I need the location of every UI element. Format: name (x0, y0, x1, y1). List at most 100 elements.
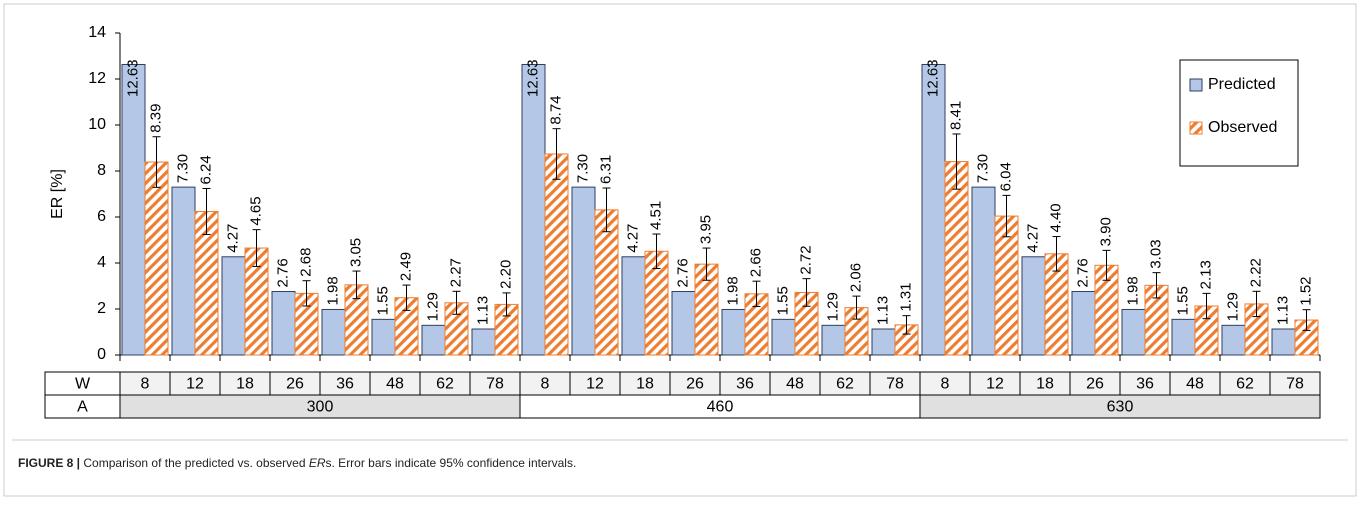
x-tick-label: 26 (1086, 376, 1104, 393)
value-label: 1.55 (374, 286, 391, 315)
row-label: A (77, 399, 88, 416)
bar (771, 318, 796, 356)
value-label: 1.98 (724, 276, 741, 305)
bar (271, 291, 296, 356)
bar (721, 308, 746, 356)
x-tick-label: 78 (1286, 376, 1304, 393)
legend-box (1179, 59, 1299, 167)
bar (1171, 318, 1196, 356)
bar (921, 64, 946, 356)
error-bar (1002, 194, 1011, 238)
y-tick-label: 0 (97, 346, 106, 363)
value-label: 1.13 (874, 296, 891, 325)
error-bar (552, 128, 561, 180)
x-tick-label: 18 (636, 376, 654, 393)
value-label: 4.27 (224, 224, 241, 253)
bar (421, 324, 446, 356)
y-tick-label: 14 (88, 24, 106, 41)
x-tick-label: 36 (736, 376, 754, 393)
bar (621, 256, 646, 356)
value-label: 4.51 (647, 201, 664, 230)
value-label: 3.95 (697, 215, 714, 244)
error-bar (1102, 249, 1111, 281)
y-axis-label: ER [%] (49, 169, 66, 219)
value-label: 8.39 (147, 104, 164, 133)
y-tick-label: 8 (97, 162, 106, 179)
value-label: 1.98 (324, 276, 341, 305)
value-label: 7.30 (574, 154, 591, 183)
x-tick-label: 26 (686, 376, 704, 393)
value-label: 7.30 (174, 154, 191, 183)
error-bar (1152, 272, 1161, 299)
value-label: 2.13 (1197, 260, 1214, 289)
value-label: 2.72 (797, 245, 814, 274)
error-bar (652, 233, 661, 270)
value-label: 1.52 (1297, 276, 1314, 305)
table-cell (919, 394, 1321, 419)
y-tick-label: 10 (88, 116, 106, 133)
caption-text: Comparison of the predicted vs. observed (83, 456, 309, 470)
caption-em: ER (308, 456, 326, 470)
bar (544, 153, 569, 356)
value-label: 1.55 (774, 286, 791, 315)
value-label: 1.29 (424, 292, 441, 321)
x-tick-label: 8 (141, 376, 150, 393)
error-bar (902, 315, 911, 335)
caption: FIGURE 8 | Comparison of the predicted v… (18, 456, 576, 470)
value-label: 6.04 (997, 162, 1014, 191)
group-label: 630 (1107, 399, 1134, 416)
value-label: 2.66 (747, 248, 764, 277)
legend-label: Observed (1208, 119, 1277, 136)
error-bar (752, 280, 761, 307)
error-bar (802, 278, 811, 307)
bar (371, 318, 396, 356)
value-label: 1.31 (897, 282, 914, 311)
bar (1271, 328, 1296, 356)
group-label: 460 (707, 399, 734, 416)
value-label: 8.74 (547, 95, 564, 124)
x-tick-label: 62 (436, 376, 454, 393)
group-label: 300 (307, 399, 334, 416)
error-bar (602, 187, 611, 233)
bar (321, 308, 346, 356)
error-bar (152, 136, 161, 188)
x-tick-label: 48 (386, 376, 404, 393)
value-label: 2.68 (297, 248, 314, 277)
bar (1071, 291, 1096, 356)
error-bar (1252, 290, 1261, 318)
value-label: 3.90 (1097, 217, 1114, 246)
value-label: 4.27 (624, 224, 641, 253)
x-tick-label: 12 (986, 376, 1004, 393)
x-tick-label: 12 (586, 376, 604, 393)
value-label: 12.63 (924, 59, 941, 97)
x-tick-label: 8 (941, 376, 950, 393)
value-label: 2.06 (847, 263, 864, 292)
value-label: 4.65 (247, 196, 264, 225)
bar (221, 256, 246, 356)
caption-text: s. Error bars indicate 95% confidence in… (325, 456, 577, 470)
bar (521, 64, 546, 356)
error-bar (352, 270, 361, 300)
row-label: W (75, 376, 91, 393)
x-tick-label: 62 (836, 376, 854, 393)
value-label: 4.40 (1047, 203, 1064, 232)
y-tick-label: 2 (97, 300, 106, 317)
y-tick-label: 12 (88, 70, 106, 87)
value-label: 12.63 (124, 59, 141, 97)
x-tick-label: 36 (1136, 376, 1154, 393)
x-tick-label: 36 (336, 376, 354, 393)
x-tick-label: 78 (486, 376, 504, 393)
value-label: 2.76 (274, 258, 291, 287)
y-tick-label: 6 (97, 208, 106, 225)
bar (571, 186, 596, 356)
error-bar (302, 280, 311, 307)
x-tick-label: 18 (236, 376, 254, 393)
error-bar (402, 284, 411, 311)
x-tick-label: 26 (286, 376, 304, 393)
value-label: 4.27 (1024, 224, 1041, 253)
value-label: 8.41 (947, 101, 964, 130)
y-tick-label: 4 (97, 254, 106, 271)
value-label: 7.30 (974, 154, 991, 183)
x-tick-label: 62 (1236, 376, 1254, 393)
